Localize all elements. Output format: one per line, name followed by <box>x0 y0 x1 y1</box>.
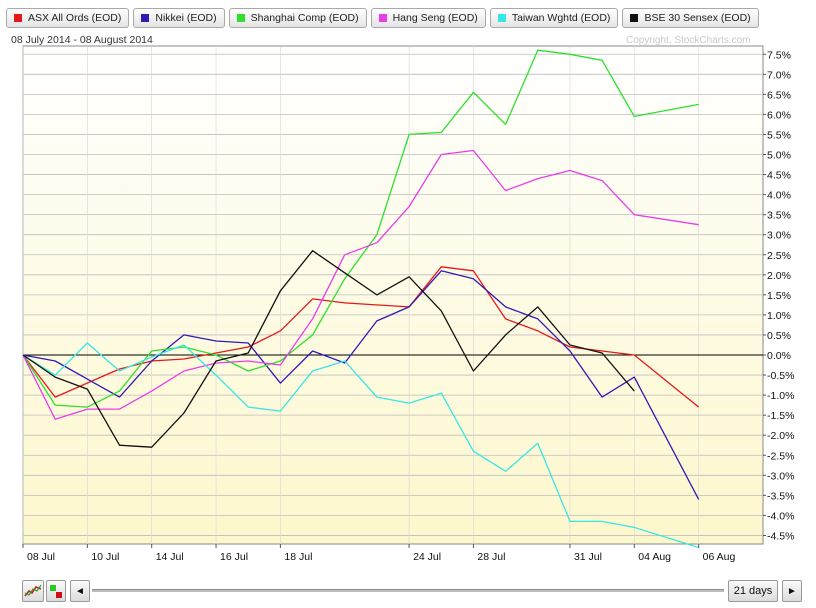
legend-item-taiwan[interactable]: Taiwan Wghtd (EOD) <box>489 8 619 28</box>
color-swatch-glyph <box>50 585 62 598</box>
y-tick-label: 4.5% <box>767 170 791 182</box>
series-line-shanghai-comp <box>22 49 699 408</box>
y-tick-label: 2.0% <box>767 270 791 282</box>
y-axis-ticks: 7.5% 7.0% 6.5% 6.0% 5.5% 5.0% 4.5% 4.0% 3.5% 3.0%… <box>763 49 794 542</box>
line-chart-glyph <box>24 584 42 597</box>
legend-item-nikkei[interactable]: Nikkei (EOD) <box>133 8 225 28</box>
x-tick-label: 08 Jul <box>27 551 55 563</box>
copyright-label: Copyright, StockCharts.com <box>626 35 751 46</box>
timeline-controls: ◄ 21 days ► <box>0 576 816 608</box>
legend-label: Nikkei (EOD) <box>155 12 217 24</box>
grid-lines <box>22 46 763 544</box>
y-tick-label: -3.0% <box>767 470 794 482</box>
y-tick-label: 3.5% <box>767 210 791 222</box>
y-tick-label: -1.5% <box>767 410 794 422</box>
legend-label: Hang Seng (EOD) <box>392 12 478 24</box>
legend-item-bse-sensex[interactable]: BSE 30 Sensex (EOD) <box>622 8 759 28</box>
x-tick-label: 28 Jul <box>477 551 505 563</box>
legend-item-shanghai[interactable]: Shanghai Comp (EOD) <box>228 8 367 28</box>
series-line-taiwan-wghtd <box>22 342 699 549</box>
legend: ASX All Ords (EOD) Nikkei (EOD) Shanghai… <box>6 8 759 28</box>
scroll-left-button[interactable]: ◄ <box>70 580 90 602</box>
x-tick-label: 04 Aug <box>638 551 671 563</box>
y-tick-label: -0.5% <box>767 370 794 382</box>
legend-label: ASX All Ords (EOD) <box>28 12 122 24</box>
y-tick-label: -2.0% <box>767 430 794 442</box>
y-tick-label: 2.5% <box>767 250 791 262</box>
y-tick-label: -1.0% <box>767 390 794 402</box>
legend-label: Taiwan Wghtd (EOD) <box>511 12 611 24</box>
y-tick-label: 3.0% <box>767 230 791 242</box>
y-tick-label: 0.5% <box>767 330 791 342</box>
y-tick-label: 1.0% <box>767 310 791 322</box>
line-chart-icon[interactable] <box>22 580 44 602</box>
legend-item-asx[interactable]: ASX All Ords (EOD) <box>6 8 130 28</box>
series-line-hang-seng <box>22 149 699 420</box>
y-tick-label: 7.5% <box>767 49 791 61</box>
nikkei-color-swatch <box>141 14 150 22</box>
timeline-track[interactable] <box>92 589 724 592</box>
y-tick-label: -3.5% <box>767 490 794 502</box>
y-tick-label: 5.5% <box>767 129 791 141</box>
period-label: 21 days <box>733 585 773 597</box>
left-arrow-icon: ◄ <box>75 585 85 597</box>
legend-label: BSE 30 Sensex (EOD) <box>644 12 751 24</box>
hang-seng-color-swatch <box>378 14 387 22</box>
x-tick-label: 14 Jul <box>156 551 184 563</box>
shanghai-color-swatch <box>236 14 245 22</box>
date-range-label: 08 July 2014 - 08 August 2014 <box>11 34 153 46</box>
bse-sensex-color-swatch <box>630 14 639 22</box>
y-tick-label: 6.0% <box>767 109 791 121</box>
x-tick-label: 06 Aug <box>703 551 736 563</box>
asx-color-swatch <box>14 14 22 22</box>
period-selector[interactable]: 21 days <box>728 580 778 602</box>
y-tick-label: 6.5% <box>767 89 791 101</box>
y-tick-label: -4.0% <box>767 510 794 522</box>
scroll-right-button[interactable]: ► <box>782 580 802 602</box>
legend-item-hang-seng[interactable]: Hang Seng (EOD) <box>370 8 486 28</box>
taiwan-color-swatch <box>497 14 506 22</box>
y-tick-label: 1.5% <box>767 290 791 302</box>
y-tick-label: -2.5% <box>767 450 794 462</box>
series-line-bse-30-sensex <box>22 250 635 448</box>
x-axis-ticks: 08 Jul 10 Jul 14 Jul 16 Jul 18 Jul 24 Jul 28 J… <box>22 544 736 563</box>
y-tick-label: 4.0% <box>767 190 791 202</box>
x-tick-label: 16 Jul <box>220 551 248 563</box>
y-tick-label: -4.5% <box>767 530 794 542</box>
x-tick-label: 10 Jul <box>91 551 119 563</box>
right-arrow-icon: ► <box>787 585 797 597</box>
x-tick-label: 31 Jul <box>574 551 602 563</box>
x-tick-label: 18 Jul <box>284 551 312 563</box>
x-tick-label: 24 Jul <box>413 551 441 563</box>
color-swatch-icon[interactable] <box>46 580 66 602</box>
y-tick-label: 5.0% <box>767 150 791 162</box>
series-lines <box>22 49 700 549</box>
legend-label: Shanghai Comp (EOD) <box>250 12 359 24</box>
series-line-asx-all-ords <box>22 266 700 408</box>
y-tick-label: 0.0% <box>767 350 791 362</box>
y-tick-label: 7.0% <box>767 69 791 81</box>
series-line-nikkei <box>22 270 700 500</box>
